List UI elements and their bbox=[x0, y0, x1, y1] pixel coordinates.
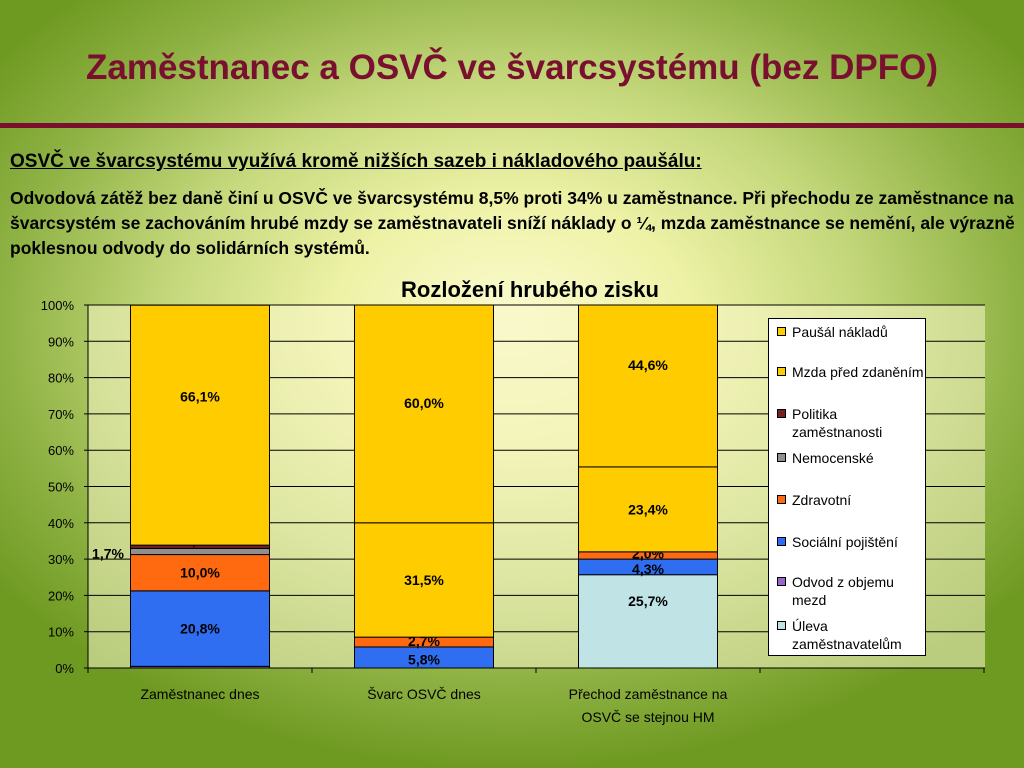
legend-item: Politika zaměstnanosti bbox=[777, 405, 925, 441]
legend-label: Mzda před zdaněním bbox=[792, 364, 924, 380]
data-label: 44,6% bbox=[628, 357, 668, 373]
data-label: 60,0% bbox=[404, 395, 444, 411]
data-label: 66,1% bbox=[180, 388, 220, 404]
legend-swatch bbox=[777, 327, 786, 336]
bar-segment bbox=[578, 574, 718, 669]
data-label: 1,7% bbox=[92, 545, 124, 561]
y-tick-label: 0% bbox=[55, 661, 74, 676]
category-label: Přechod zaměstnance na bbox=[569, 686, 728, 702]
slide-title: Zaměstnanec a OSVČ ve švarcsystému (bez … bbox=[85, 48, 938, 87]
data-label: 20,8% bbox=[180, 621, 220, 637]
y-tick-label: 60% bbox=[48, 443, 74, 458]
legend-swatch bbox=[777, 495, 786, 504]
bar-segment bbox=[130, 547, 270, 556]
category-label: Švarc OSVČ dnes bbox=[367, 686, 481, 702]
legend-label: Paušál nákladů bbox=[792, 324, 888, 340]
legend-label: Politika zaměstnanosti bbox=[792, 406, 883, 440]
data-label: 23,4% bbox=[628, 501, 668, 517]
y-tick-label: 100% bbox=[41, 298, 75, 313]
legend-item: Paušál nákladů bbox=[777, 323, 925, 341]
bar-segment bbox=[354, 304, 494, 524]
category-label: OSVČ se stejnou HM bbox=[581, 709, 714, 725]
legend-item: Sociální pojištění bbox=[777, 533, 925, 551]
legend-swatch bbox=[777, 367, 786, 376]
y-tick-label: 70% bbox=[48, 407, 74, 422]
data-label: 25,7% bbox=[628, 593, 668, 609]
y-tick-label: 80% bbox=[48, 371, 74, 386]
data-label: 5,8% bbox=[408, 651, 440, 667]
legend-label: Sociální pojištění bbox=[792, 534, 898, 550]
bar-segment bbox=[130, 554, 270, 592]
legend-swatch bbox=[777, 537, 786, 546]
legend-item: Zdravotní bbox=[777, 491, 925, 509]
legend-swatch bbox=[777, 577, 786, 586]
bar-segment bbox=[578, 304, 718, 468]
bar-segment bbox=[130, 590, 270, 667]
legend-label: Úleva zaměstnavatelům bbox=[792, 618, 902, 652]
y-tick-label: 90% bbox=[48, 334, 74, 349]
slide-subheading: OSVČ ve švarcsystému využívá kromě nižší… bbox=[10, 151, 702, 172]
y-tick-label: 20% bbox=[48, 588, 74, 603]
title-divider bbox=[0, 123, 1024, 128]
legend-label: Zdravotní bbox=[792, 492, 852, 508]
legend-label: Odvod z objemu mezd bbox=[792, 574, 894, 608]
data-label: 31,5% bbox=[404, 572, 444, 588]
category-label: Zaměstnanec dnes bbox=[140, 686, 259, 702]
legend-label: Nemocenské bbox=[792, 450, 874, 466]
legend-item: Úleva zaměstnavatelům bbox=[777, 617, 925, 653]
legend-swatch bbox=[777, 409, 786, 418]
legend-item: Nemocenské bbox=[777, 449, 925, 467]
y-tick-label: 50% bbox=[48, 480, 74, 495]
y-tick-label: 30% bbox=[48, 552, 74, 567]
chart-title: Rozložení hrubého zisku bbox=[401, 277, 659, 302]
data-label: 10,0% bbox=[180, 565, 220, 581]
legend-item: Odvod z objemu mezd bbox=[777, 573, 925, 609]
y-tick-label: 10% bbox=[48, 625, 74, 640]
bar-segment bbox=[130, 304, 270, 546]
legend-swatch bbox=[777, 453, 786, 462]
slide-paragraph: Odvodová zátěž bez daně činí u OSVČ ve š… bbox=[10, 188, 1015, 258]
data-label: 4,3% bbox=[632, 561, 664, 577]
chart-legend: Paušál nákladů Mzda před zdaněním Politika… bbox=[768, 318, 926, 656]
legend-swatch bbox=[777, 621, 786, 630]
y-tick-label: 40% bbox=[48, 516, 74, 531]
legend-item: Mzda před zdaněním bbox=[777, 363, 925, 381]
